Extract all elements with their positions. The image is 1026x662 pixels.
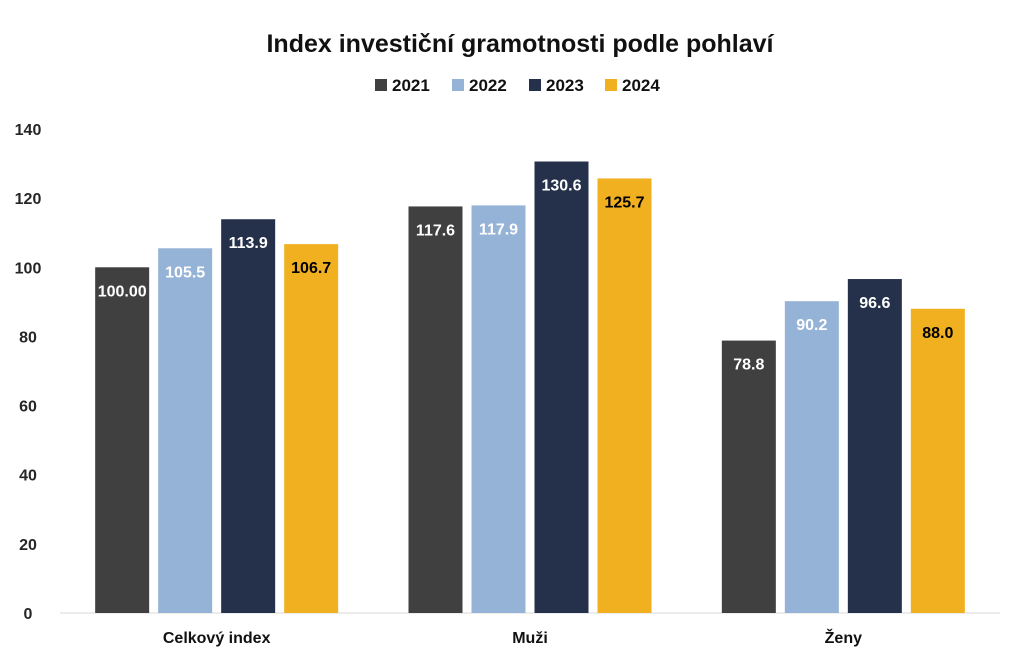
category-label: Muži <box>512 630 548 647</box>
data-label: 113.9 <box>229 235 268 252</box>
data-label: 130.6 <box>541 177 581 194</box>
y-tick-label: 80 <box>19 329 37 346</box>
legend: 2021 2022 2023 2024 <box>375 76 660 95</box>
bar <box>847 279 902 613</box>
legend-label: 2022 <box>469 76 507 95</box>
data-label: 88.0 <box>922 325 953 342</box>
bar <box>471 205 526 613</box>
category-label: Celkový index <box>163 630 271 647</box>
bar <box>597 178 652 614</box>
y-tick-label: 120 <box>15 191 42 208</box>
bar <box>158 248 213 613</box>
y-tick-label: 0 <box>24 606 33 623</box>
data-label: 125.7 <box>604 194 644 211</box>
bar <box>784 301 839 613</box>
y-tick-label: 100 <box>15 260 42 277</box>
data-label: 117.6 <box>416 222 455 239</box>
bar <box>221 219 276 613</box>
bars: 100.00 105.5 113.9 106.7 117.6 117.9 130.6 125.… <box>95 161 965 614</box>
bar <box>95 267 150 613</box>
bar <box>408 206 463 613</box>
data-label: 106.7 <box>291 260 331 277</box>
chart-title: Index investiční gramotnosti podle pohla… <box>266 30 774 58</box>
category-label: Ženy <box>825 628 862 647</box>
y-tick-label: 60 <box>19 399 37 416</box>
bar <box>534 161 589 614</box>
legend-label: 2021 <box>392 76 430 95</box>
legend-swatch <box>375 79 387 91</box>
bar <box>721 340 776 613</box>
data-label: 96.6 <box>859 295 890 312</box>
legend-swatch <box>529 79 541 91</box>
y-tick-label: 40 <box>19 468 37 485</box>
legend-swatch <box>452 79 464 91</box>
y-tick-label: 20 <box>19 537 37 554</box>
legend-label: 2024 <box>622 76 660 95</box>
data-label: 100.00 <box>98 283 147 300</box>
legend-label: 2023 <box>546 76 584 95</box>
data-label: 105.5 <box>165 264 205 281</box>
y-axis: 0 20 40 60 80 100 120 140 <box>15 122 42 623</box>
y-tick-label: 140 <box>15 122 42 139</box>
x-axis: Celkový index Muži Ženy <box>163 628 862 647</box>
data-label: 90.2 <box>796 317 827 334</box>
data-label: 117.9 <box>479 221 518 238</box>
legend-swatch <box>605 79 617 91</box>
data-label: 78.8 <box>733 357 764 374</box>
bar <box>284 244 339 613</box>
bar <box>910 308 965 613</box>
